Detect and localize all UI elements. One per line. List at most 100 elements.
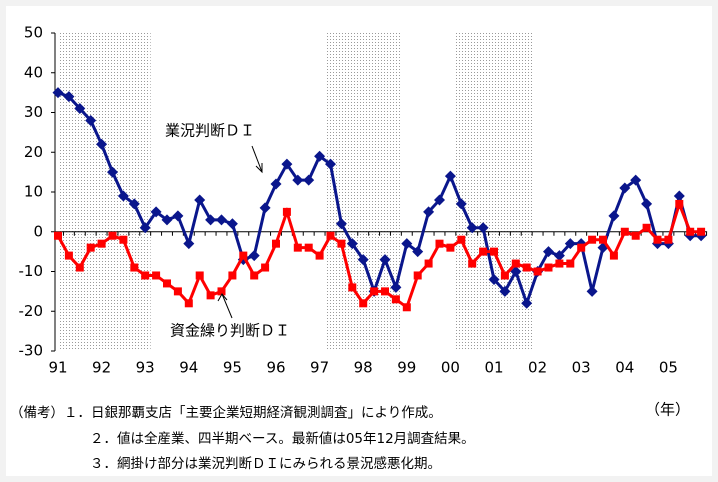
data-point	[97, 239, 106, 248]
note: ３．網掛け部分は業況判断ＤＩにみられる景況感悪化期。	[90, 455, 441, 472]
x-tick-label: 00	[441, 359, 460, 377]
y-tick-label: -20	[19, 302, 44, 320]
data-point	[586, 285, 598, 297]
data-point	[303, 174, 315, 186]
data-point	[544, 263, 553, 272]
data-point	[161, 214, 173, 226]
data-point	[673, 190, 685, 202]
data-point	[74, 103, 86, 115]
data-point	[424, 259, 433, 268]
data-point	[130, 263, 139, 272]
data-point	[564, 238, 576, 250]
data-point	[315, 251, 324, 260]
data-point	[401, 238, 413, 250]
data-point	[479, 247, 488, 256]
data-point	[293, 243, 302, 252]
data-point	[609, 251, 618, 260]
data-point	[217, 287, 226, 296]
data-point	[370, 287, 379, 296]
label-arrow	[251, 145, 263, 173]
data-point	[402, 303, 411, 312]
data-point	[228, 271, 237, 280]
data-point	[194, 194, 206, 206]
y-tick-label: 10	[24, 183, 43, 201]
data-point	[653, 235, 662, 244]
data-point	[588, 235, 597, 244]
data-point	[664, 235, 673, 244]
data-point	[379, 254, 391, 266]
data-point	[128, 198, 140, 210]
data-point	[381, 287, 389, 296]
x-tick-label: 03	[572, 359, 591, 377]
data-point	[239, 251, 248, 260]
data-point	[226, 218, 238, 230]
data-point	[54, 231, 62, 240]
data-point	[642, 223, 651, 232]
data-point	[444, 170, 456, 182]
x-tick-label: 96	[266, 359, 285, 377]
data-point	[686, 227, 695, 236]
data-point	[205, 214, 217, 226]
data-point	[599, 235, 607, 244]
data-point	[108, 231, 117, 240]
x-tick-label: 91	[48, 359, 67, 377]
x-tick-label: 02	[528, 359, 547, 377]
data-point	[117, 190, 129, 202]
data-point	[500, 271, 509, 280]
shaded-period	[325, 33, 402, 351]
data-point	[183, 238, 195, 250]
data-point	[195, 271, 204, 280]
y-tick-label: 0	[33, 222, 43, 240]
data-point	[326, 231, 335, 240]
data-point	[64, 251, 73, 260]
data-point	[139, 222, 151, 234]
data-point	[390, 281, 402, 293]
data-point	[566, 259, 575, 268]
data-point	[521, 297, 533, 309]
data-point	[499, 285, 511, 297]
data-point	[555, 259, 564, 268]
note: （備考）１．日銀那覇支店「主要企業短期経済観測調査」により作成。	[10, 404, 442, 421]
data-point	[543, 246, 554, 258]
series-label: 資金繰り判断ＤＩ	[170, 322, 290, 340]
data-point	[85, 114, 97, 126]
x-tick-label: 01	[484, 359, 503, 377]
data-point	[553, 250, 565, 262]
x-tick-label: 93	[136, 359, 155, 377]
data-point	[608, 210, 620, 222]
data-point	[468, 259, 477, 268]
data-point	[335, 218, 347, 230]
data-point	[630, 174, 642, 186]
y-tick-label: 40	[24, 63, 43, 81]
x-tick-label: 05	[659, 359, 678, 377]
data-point	[141, 271, 150, 280]
data-point	[96, 138, 108, 150]
x-tick-label: 98	[354, 359, 373, 377]
data-point	[413, 271, 422, 280]
data-point	[272, 239, 280, 248]
data-point	[261, 263, 270, 272]
shaded-period	[455, 33, 533, 351]
data-point	[455, 198, 467, 210]
data-point	[697, 227, 706, 236]
y-tick-label: 50	[24, 24, 43, 42]
label-arrow-head	[255, 163, 263, 174]
series-label: 業況判断ＤＩ	[165, 122, 255, 140]
y-tick-label: 30	[24, 103, 43, 121]
data-point	[107, 166, 118, 178]
data-point	[75, 263, 84, 272]
x-tick-label: 97	[310, 359, 329, 377]
data-point	[173, 287, 182, 296]
shaded-period	[58, 33, 151, 351]
data-point	[675, 199, 684, 208]
data-point	[63, 91, 75, 103]
data-point	[152, 271, 161, 280]
data-point	[631, 231, 640, 240]
x-tick-label: 99	[397, 359, 416, 377]
data-point	[490, 247, 498, 256]
x-tick-label: 94	[179, 359, 198, 377]
note: ２．値は全産業、四半期ベース。最新値は05年12月調査結果。	[90, 430, 475, 447]
data-point	[346, 238, 358, 250]
data-point	[292, 174, 304, 186]
